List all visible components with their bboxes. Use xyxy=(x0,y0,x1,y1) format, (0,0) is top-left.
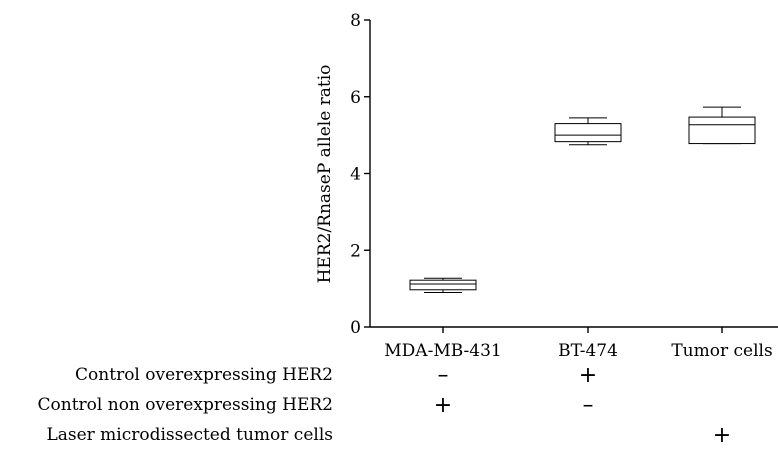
box-iqr xyxy=(554,123,622,143)
condition-label: Control non overexpressing HER2 xyxy=(38,395,333,415)
x-tick-label: Tumor cells xyxy=(671,341,772,361)
condition-minus-mark: – xyxy=(438,363,449,388)
condition-plus-mark: + xyxy=(434,393,452,418)
x-tick-label: BT-474 xyxy=(558,341,618,361)
box-iqr xyxy=(688,116,756,145)
y-tick-label: 8 xyxy=(350,11,361,31)
y-tick-label: 4 xyxy=(350,165,361,185)
y-tick-label: 6 xyxy=(350,88,361,108)
box-iqr xyxy=(409,279,477,291)
condition-minus-mark: – xyxy=(583,393,594,418)
condition-plus-mark: + xyxy=(713,423,731,448)
condition-plus-mark: + xyxy=(579,363,597,388)
y-tick-label: 0 xyxy=(350,318,361,338)
y-tick-label: 2 xyxy=(350,241,361,261)
y-axis-label: HER2/RnaseP allele ratio xyxy=(315,65,335,284)
x-tick-label: MDA-MB-431 xyxy=(384,341,501,361)
condition-label: Laser microdissected tumor cells xyxy=(46,425,333,445)
condition-label: Control overexpressing HER2 xyxy=(75,365,333,385)
plot-area: 0 2 4 6 8 MDA-MB-431 BT-474 Tumor cells Control … xyxy=(38,11,778,448)
